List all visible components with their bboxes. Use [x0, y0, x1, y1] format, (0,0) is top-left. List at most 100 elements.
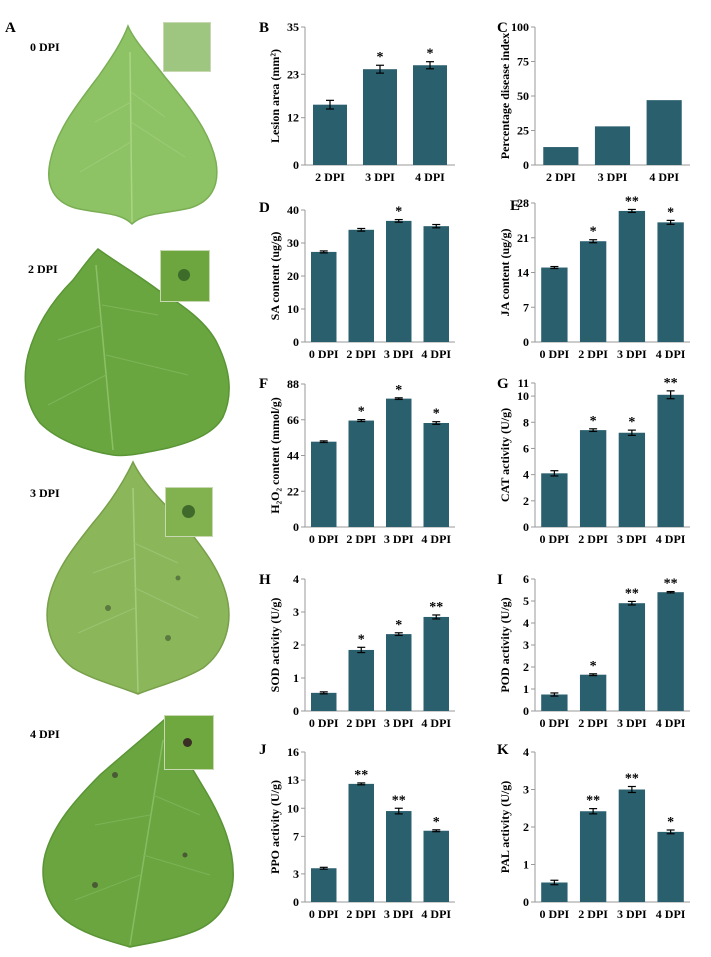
x-tick-label-f-3: 4 DPI	[421, 532, 451, 546]
y-tick-label-k: 2	[523, 820, 529, 834]
bar-c-2	[646, 100, 682, 165]
y-axis-label-d: SA content (ug/g)	[268, 232, 282, 321]
x-tick-label-b-2: 4 DPI	[415, 170, 445, 184]
bar-b-1	[363, 69, 397, 165]
y-tick-label-i: 6	[523, 572, 529, 586]
panel-letter-k: K	[497, 742, 509, 758]
significance-mark-e-2: **	[625, 194, 639, 209]
y-tick-label-c: 0	[523, 158, 529, 172]
bar-h-2	[386, 634, 412, 711]
y-tick-label-i: 5	[523, 594, 529, 608]
y-tick-label-d: 0	[293, 335, 299, 349]
bar-b-0	[313, 104, 347, 165]
leaf-image-3dpi	[46, 460, 230, 695]
y-tick-label-j: 0	[293, 895, 299, 909]
x-tick-label-c-0: 2 DPI	[546, 170, 576, 184]
x-tick-label-i-0: 0 DPI	[540, 716, 570, 730]
y-tick-label-f: 22	[287, 484, 299, 498]
y-tick-label-i: 3	[523, 638, 529, 652]
x-tick-label-g-1: 2 DPI	[578, 532, 608, 546]
bar-i-1	[579, 674, 607, 711]
x-tick-label-h-0: 0 DPI	[309, 716, 339, 730]
x-tick-label-f-2: 3 DPI	[384, 532, 414, 546]
y-tick-label-c: 50	[517, 89, 529, 103]
significance-mark-f-3: *	[433, 407, 440, 422]
y-tick-label-b: 35	[287, 20, 299, 34]
y-tick-label-e: 7	[523, 300, 529, 314]
y-tick-label-d: 10	[287, 302, 299, 316]
x-tick-label-j-3: 4 DPI	[421, 907, 451, 921]
y-axis-label-g: CAT activity (U/g)	[498, 408, 512, 502]
bar-e-3	[657, 222, 684, 342]
x-tick-label-i-2: 3 DPI	[617, 716, 647, 730]
bar-f-1	[348, 420, 374, 527]
y-tick-label-f: 44	[287, 449, 299, 463]
significance-mark-h-3: **	[429, 600, 443, 615]
bar-d-1	[348, 229, 374, 342]
bar-e-0	[541, 267, 568, 342]
y-tick-label-g: 0	[523, 520, 529, 534]
x-tick-label-f-1: 2 DPI	[346, 532, 376, 546]
bar-d-3	[423, 226, 449, 342]
inset-3dpi	[165, 487, 213, 537]
leaf-image-4dpi	[42, 717, 234, 948]
y-tick-label-f: 66	[287, 413, 299, 427]
significance-mark-k-3: *	[667, 815, 674, 830]
bar-g-1	[579, 430, 607, 527]
x-tick-label-j-0: 0 DPI	[309, 907, 339, 921]
leaf-label-0dpi: 0 DPI	[30, 40, 60, 54]
y-tick-label-j: 16	[287, 745, 299, 759]
significance-mark-f-2: *	[395, 383, 402, 398]
y-tick-label-g: 8	[523, 415, 529, 429]
x-tick-label-d-2: 3 DPI	[384, 347, 414, 361]
bar-h-0	[311, 692, 337, 711]
y-tick-label-g: 10	[517, 389, 529, 403]
y-tick-label-i: 1	[523, 682, 529, 696]
x-tick-label-h-3: 4 DPI	[421, 716, 451, 730]
y-tick-label-d: 30	[287, 236, 299, 250]
panel-letter-d: D	[259, 200, 270, 216]
bar-f-2	[386, 398, 412, 527]
y-axis-label-f: H₂O₂ content (mmol/g)	[268, 397, 282, 514]
y-tick-label-i: 0	[523, 704, 529, 718]
bar-f-3	[423, 423, 449, 527]
x-tick-label-k-3: 4 DPI	[656, 907, 686, 921]
panel-letter-j: J	[259, 742, 267, 758]
y-tick-label-k: 0	[523, 895, 529, 909]
significance-mark-h-1: *	[358, 632, 365, 647]
y-tick-label-j: 13	[287, 773, 299, 787]
x-tick-label-f-0: 0 DPI	[309, 532, 339, 546]
x-tick-label-g-3: 4 DPI	[656, 532, 686, 546]
y-tick-label-g: 2	[523, 494, 529, 508]
significance-mark-g-1: *	[590, 414, 597, 429]
bar-j-3	[423, 830, 449, 902]
significance-mark-e-1: *	[590, 225, 597, 240]
significance-mark-g-2: *	[628, 415, 635, 430]
significance-mark-d-2: *	[395, 205, 402, 220]
significance-mark-b-1: *	[377, 50, 384, 65]
x-tick-label-i-3: 4 DPI	[656, 716, 686, 730]
y-tick-label-b: 12	[287, 111, 299, 125]
significance-mark-h-2: *	[395, 618, 402, 633]
bar-g-3	[657, 394, 684, 527]
y-tick-label-c: 100	[511, 20, 529, 34]
x-tick-label-c-1: 3 DPI	[598, 170, 628, 184]
y-tick-label-j: 3	[293, 867, 299, 881]
bar-h-1	[348, 649, 374, 711]
bar-k-0	[541, 882, 568, 902]
y-tick-label-d: 20	[287, 269, 299, 283]
bar-k-1	[579, 811, 607, 902]
x-tick-label-j-2: 3 DPI	[384, 907, 414, 921]
significance-mark-k-2: **	[625, 772, 639, 787]
significance-mark-k-1: **	[586, 794, 600, 809]
y-axis-label-h: SOD activity (U/g)	[268, 598, 282, 693]
panel-letter-h: H	[259, 572, 271, 588]
significance-mark-e-3: *	[667, 205, 674, 220]
leaf-label-4dpi: 4 DPI	[30, 727, 60, 741]
bar-c-0	[543, 147, 579, 165]
x-tick-label-d-0: 0 DPI	[309, 347, 339, 361]
y-tick-label-e: 28	[517, 196, 529, 210]
y-tick-label-k: 1	[523, 858, 529, 872]
bar-h-3	[423, 616, 449, 711]
